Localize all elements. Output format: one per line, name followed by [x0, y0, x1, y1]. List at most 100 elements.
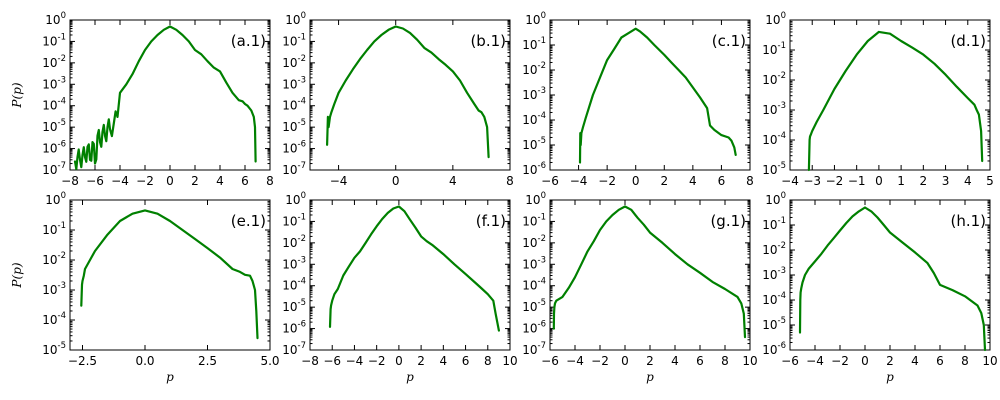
y-tick-label: 10-7 — [282, 161, 306, 177]
x-tick-label: 8 — [266, 174, 274, 188]
y-tick-label: 10-1 — [762, 216, 786, 232]
y-tick-label: 10-3 — [522, 86, 546, 102]
x-tick-label: 2 — [646, 354, 654, 368]
y-tick-label: 10-4 — [282, 277, 306, 293]
x-axis-label: p — [406, 370, 414, 384]
x-tick-label: 4 — [964, 174, 972, 188]
y-tick-label: 10-2 — [282, 54, 306, 70]
y-tick-label: 10-5 — [762, 316, 786, 332]
x-tick-label: 1 — [897, 174, 905, 188]
pdf-curve — [326, 25, 490, 159]
x-tick-label: 0 — [166, 174, 174, 188]
x-tick-label: 2 — [886, 354, 894, 368]
x-tick-label: 0 — [861, 354, 869, 368]
y-tick-label: 10-2 — [762, 71, 786, 87]
y-tick-label: 10-6 — [282, 320, 306, 336]
x-tick-label: 8 — [961, 354, 969, 368]
panel-label: (c.1) — [712, 32, 746, 50]
pdf-curve — [798, 206, 987, 352]
x-tick-label: 0.0 — [135, 354, 154, 368]
x-tick-label: 2 — [660, 174, 668, 188]
y-tick-label: 10-5 — [282, 118, 306, 134]
panel-7: −6 −4 −2 0 2 4 6 8 10 10-7 10-6 10-5 10-4 10-3 10-2 10-… — [522, 191, 757, 384]
x-tick-label: 4 — [689, 174, 697, 188]
x-tick-label: −3 — [803, 174, 821, 188]
x-tick-label: 2 — [191, 174, 199, 188]
x-tick-label: 8 — [721, 354, 729, 368]
y-tick-label: 100 — [765, 11, 786, 27]
x-tick-label: 4 — [440, 354, 448, 368]
x-tick-label: −4 — [781, 174, 799, 188]
y-tick-label: 10-3 — [762, 101, 786, 117]
y-tick-label: 10-7 — [282, 341, 306, 357]
x-tick-label: −4 — [570, 174, 588, 188]
y-tick-label: 10-5 — [522, 136, 546, 152]
x-tick-label: −4 — [806, 354, 824, 368]
x-tick-label: −2 — [831, 354, 849, 368]
y-axis-label: P(p) — [10, 262, 24, 288]
y-tick-label: 10-3 — [282, 255, 306, 271]
y-tick-label: 10-1 — [282, 32, 306, 48]
y-tick-label: 10-2 — [42, 251, 66, 267]
y-tick-label: 10-6 — [42, 140, 66, 156]
x-tick-label: −2 — [598, 174, 616, 188]
pdf-curve — [73, 25, 257, 171]
panel-label: (f.1) — [476, 212, 506, 230]
x-tick-label: 2 — [920, 174, 928, 188]
y-tick-label: 10-6 — [282, 140, 306, 156]
x-axis-label: p — [166, 370, 174, 384]
x-tick-label: −2 — [591, 354, 609, 368]
x-tick-label: 10 — [502, 354, 517, 368]
y-tick-label: 10-4 — [522, 111, 546, 127]
x-tick-label: −4 — [346, 354, 364, 368]
x-tick-label: 4 — [911, 354, 919, 368]
panel-3: −6 −4 −2 0 2 4 6 8 10-6 10-5 10-4 10-3 10-2 10-1 100 (c… — [522, 11, 754, 188]
panel-6: −8 −6 −4 −2 0 2 4 6 8 10 10-7 10-6 10-5 10-4 10-3 10-2 1… — [282, 191, 517, 384]
x-tick-label: −6 — [541, 174, 559, 188]
panel-label: (a.1) — [231, 32, 266, 50]
y-tick-label: 10-1 — [762, 41, 786, 57]
x-tick-label: 3 — [942, 174, 950, 188]
panel-label: (h.1) — [950, 212, 986, 230]
y-tick-label: 10-3 — [42, 281, 66, 297]
x-tick-label: 5 — [986, 174, 994, 188]
x-tick-label: −2 — [826, 174, 844, 188]
x-tick-label: 0 — [392, 174, 400, 188]
panel-2: −4 0 4 8 10-7 10-6 10-5 10-4 10-3 10-2 10-1 100 (b.1… — [282, 11, 514, 188]
y-tick-label: 10-5 — [42, 341, 66, 357]
y-tick-label: 10-2 — [762, 241, 786, 257]
y-tick-label: 10-4 — [762, 291, 786, 307]
y-tick-label: 100 — [765, 191, 786, 207]
x-tick-label: 6 — [718, 174, 726, 188]
x-tick-label: −2.5 — [68, 354, 97, 368]
panel-1: −8 −6 −4 −2 0 2 4 6 8 10-7 10-6 10-5 10-4 10-3 10-2 10-… — [10, 11, 274, 188]
x-tick-label: −6 — [86, 174, 104, 188]
x-tick-label: 8 — [484, 354, 492, 368]
x-tick-label: 4 — [671, 354, 679, 368]
x-axis-label: p — [886, 370, 894, 384]
x-tick-label: 4 — [216, 174, 224, 188]
y-tick-label: 100 — [525, 191, 546, 207]
x-tick-label: 8 — [506, 174, 514, 188]
pdf-curve — [328, 205, 500, 332]
panel-label: (d.1) — [950, 32, 986, 50]
x-tick-label: −6 — [323, 354, 341, 368]
y-tick-label: 10-6 — [522, 320, 546, 336]
y-tick-label: 10-3 — [42, 75, 66, 91]
y-tick-label: 10-4 — [42, 311, 66, 327]
y-tick-label: 10-4 — [762, 131, 786, 147]
x-tick-label: 0 — [621, 354, 629, 368]
y-tick-label: 10-3 — [522, 255, 546, 271]
x-tick-label: −4 — [566, 354, 584, 368]
y-tick-label: 10-5 — [282, 298, 306, 314]
x-axis-label: p — [646, 370, 654, 384]
x-tick-label: −8 — [301, 354, 319, 368]
y-tick-label: 10-2 — [42, 54, 66, 70]
y-axis-label: P(p) — [10, 82, 24, 108]
x-tick-label: −6 — [781, 354, 799, 368]
panel-4: −4 −3 −2 −1 0 1 2 3 4 5 10-5 10-4 10-3 10-2 10-1 100 (d.… — [762, 11, 994, 188]
y-tick-label: 100 — [285, 11, 306, 27]
y-tick-label: 10-5 — [522, 298, 546, 314]
y-tick-label: 10-1 — [522, 212, 546, 228]
